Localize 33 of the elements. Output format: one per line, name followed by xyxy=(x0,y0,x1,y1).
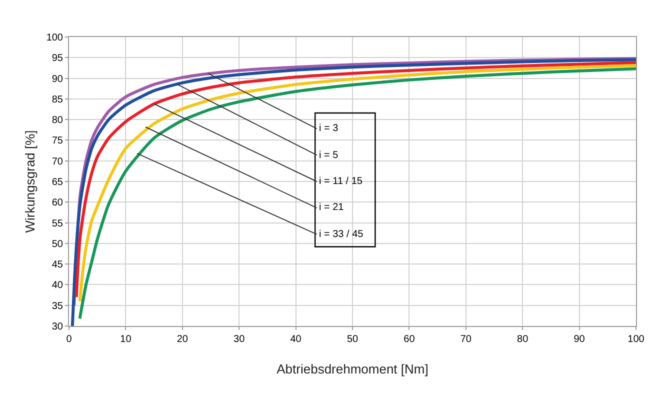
x-tick-label: 0 xyxy=(66,334,72,345)
y-tick-label: 35 xyxy=(52,300,64,312)
x-axis-title: Abtriebsdrehmoment [Nm] xyxy=(276,362,428,377)
y-tick-label: 50 xyxy=(52,238,64,250)
x-tick-label: 90 xyxy=(574,334,586,345)
x-tick-label: 60 xyxy=(404,334,416,345)
y-tick-label: 70 xyxy=(52,156,64,168)
y-tick-label: 55 xyxy=(52,218,64,230)
y-tick-label: 80 xyxy=(52,115,64,126)
annotation: i = 11 / 15 xyxy=(319,176,363,187)
annotation: i = 3 xyxy=(319,123,339,134)
annotation: i = 21 xyxy=(319,202,344,213)
y-tick-label: 95 xyxy=(52,53,64,64)
x-tick-label: 30 xyxy=(234,334,246,345)
x-tick-label: 50 xyxy=(346,334,358,345)
x-tick-label: 70 xyxy=(460,334,472,345)
y-axis-title: Wirkungsgrad [%] xyxy=(22,130,38,233)
y-tick-label: 30 xyxy=(52,322,64,332)
y-tick-label: 40 xyxy=(52,280,64,292)
y-tick-label: 90 xyxy=(52,74,64,85)
y-tick-label: 75 xyxy=(52,136,64,147)
x-tick-label: 100 xyxy=(628,334,645,345)
x-tick-label: 20 xyxy=(176,334,188,345)
y-tick-label: 45 xyxy=(52,260,64,271)
y-tick-label: 60 xyxy=(52,198,64,209)
annotation: i = 5 xyxy=(319,150,339,161)
x-tick-label: 80 xyxy=(517,334,529,345)
x-tick-label: 40 xyxy=(290,334,302,345)
y-tick-label: 65 xyxy=(52,177,64,188)
y-tick-label: 100 xyxy=(46,32,64,44)
annotation: i = 33 / 45 xyxy=(319,229,364,240)
x-tick-label: 10 xyxy=(120,334,132,345)
y-tick-label: 85 xyxy=(52,94,64,106)
